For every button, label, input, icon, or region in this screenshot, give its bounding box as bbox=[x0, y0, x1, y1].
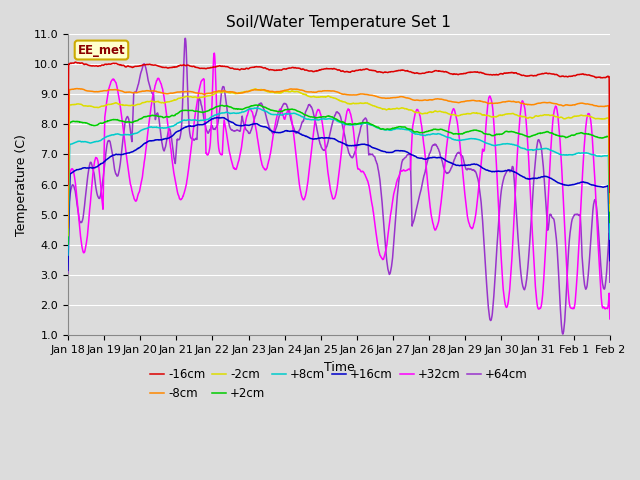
Line: +64cm: +64cm bbox=[68, 38, 610, 334]
+32cm bbox=[305, 165, 313, 171]
-16cm bbox=[129, 65, 136, 71]
+2cm bbox=[305, 114, 313, 120]
-8cm bbox=[305, 89, 313, 95]
+64cm bbox=[181, 36, 189, 41]
Line: -16cm: -16cm bbox=[68, 62, 610, 192]
Line: -8cm: -8cm bbox=[68, 89, 610, 228]
+2cm bbox=[252, 102, 259, 108]
-16cm bbox=[606, 190, 614, 195]
+8cm bbox=[106, 132, 114, 138]
-8cm bbox=[606, 200, 614, 206]
+8cm bbox=[294, 112, 302, 118]
-8cm bbox=[129, 90, 136, 96]
+16cm bbox=[294, 130, 302, 135]
-16cm bbox=[373, 69, 381, 74]
Text: EE_met: EE_met bbox=[77, 44, 125, 57]
+2cm bbox=[373, 124, 381, 130]
Line: +32cm: +32cm bbox=[68, 53, 610, 319]
-16cm bbox=[71, 60, 79, 65]
+2cm bbox=[606, 220, 614, 226]
+64cm bbox=[559, 331, 566, 337]
+8cm bbox=[64, 252, 72, 258]
+32cm bbox=[316, 108, 323, 113]
Y-axis label: Temperature (C): Temperature (C) bbox=[15, 134, 28, 236]
-8cm bbox=[294, 86, 302, 92]
+32cm bbox=[211, 50, 218, 56]
-8cm bbox=[316, 88, 323, 94]
Line: +16cm: +16cm bbox=[68, 118, 610, 270]
-2cm bbox=[64, 233, 72, 239]
+8cm bbox=[606, 236, 614, 242]
+64cm bbox=[373, 160, 381, 166]
+16cm bbox=[606, 258, 614, 264]
+32cm bbox=[373, 234, 381, 240]
+8cm bbox=[373, 124, 381, 130]
X-axis label: Time: Time bbox=[323, 360, 355, 373]
-16cm bbox=[316, 67, 323, 73]
+64cm bbox=[106, 138, 114, 144]
+16cm bbox=[316, 135, 323, 141]
Line: +8cm: +8cm bbox=[68, 108, 610, 255]
Line: +2cm: +2cm bbox=[68, 105, 610, 244]
-2cm bbox=[252, 86, 259, 92]
+64cm bbox=[606, 279, 614, 285]
Line: -2cm: -2cm bbox=[68, 89, 610, 236]
+16cm bbox=[305, 135, 313, 141]
-2cm bbox=[606, 208, 614, 214]
+32cm bbox=[294, 172, 302, 178]
+32cm bbox=[128, 188, 136, 194]
Title: Soil/Water Temperature Set 1: Soil/Water Temperature Set 1 bbox=[227, 15, 451, 30]
+16cm bbox=[128, 149, 136, 155]
+64cm bbox=[128, 139, 136, 144]
+64cm bbox=[305, 102, 313, 108]
-2cm bbox=[294, 89, 302, 95]
+8cm bbox=[128, 132, 136, 137]
Legend: -16cm, -8cm, -2cm, +2cm, +8cm, +16cm, +32cm, +64cm: -16cm, -8cm, -2cm, +2cm, +8cm, +16cm, +3… bbox=[145, 363, 532, 405]
-2cm bbox=[305, 94, 313, 99]
+2cm bbox=[316, 114, 323, 120]
-2cm bbox=[128, 103, 136, 108]
-16cm bbox=[305, 68, 313, 74]
-16cm bbox=[64, 181, 72, 187]
+16cm bbox=[106, 154, 114, 160]
-2cm bbox=[373, 104, 381, 110]
+2cm bbox=[128, 120, 136, 125]
+8cm bbox=[305, 117, 313, 122]
+2cm bbox=[64, 241, 72, 247]
-8cm bbox=[373, 94, 381, 99]
-8cm bbox=[74, 86, 81, 92]
+16cm bbox=[64, 267, 72, 273]
-8cm bbox=[106, 87, 114, 93]
-2cm bbox=[106, 102, 114, 108]
+16cm bbox=[214, 115, 221, 120]
-8cm bbox=[64, 225, 72, 230]
+16cm bbox=[373, 146, 381, 152]
+32cm bbox=[64, 257, 72, 263]
+32cm bbox=[606, 316, 614, 322]
+64cm bbox=[294, 129, 302, 134]
+8cm bbox=[316, 117, 323, 123]
-16cm bbox=[106, 61, 114, 67]
+2cm bbox=[106, 118, 114, 123]
+64cm bbox=[64, 270, 72, 276]
-16cm bbox=[294, 65, 302, 71]
+2cm bbox=[294, 108, 302, 114]
+32cm bbox=[106, 83, 114, 88]
+64cm bbox=[316, 137, 323, 143]
+8cm bbox=[251, 105, 259, 111]
-2cm bbox=[316, 94, 323, 100]
